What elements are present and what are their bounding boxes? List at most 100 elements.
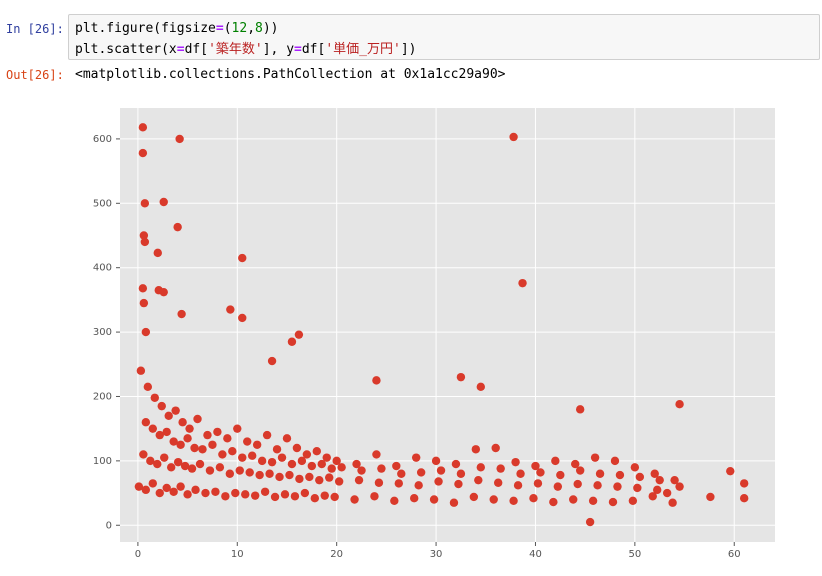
point (476, 463, 485, 472)
point (238, 453, 247, 462)
point (675, 400, 684, 409)
point (190, 443, 199, 453)
x-tick-label: 10 (231, 549, 244, 560)
code-token: '築年数' (208, 42, 263, 57)
point (556, 470, 565, 480)
point (159, 197, 168, 207)
code-cell[interactable]: plt.figure(figsize=(12,8)) plt.scatter(x… (68, 14, 820, 60)
point (267, 457, 277, 467)
point (509, 496, 518, 505)
point (471, 445, 481, 454)
point (153, 459, 162, 469)
point (648, 492, 657, 501)
point (726, 466, 735, 476)
point (160, 453, 169, 462)
point (549, 497, 558, 507)
point (285, 470, 294, 480)
point (157, 401, 166, 411)
point (171, 406, 180, 415)
point (231, 488, 240, 498)
point (243, 437, 252, 446)
point (275, 472, 284, 482)
point (590, 453, 600, 462)
y-tick-label: 400 (93, 263, 112, 274)
y-tick-label: 0 (106, 520, 112, 531)
point (411, 453, 421, 462)
point (536, 468, 545, 477)
point (454, 479, 463, 489)
code-token: )) (262, 21, 279, 36)
point (141, 418, 151, 427)
point (255, 470, 264, 480)
point (518, 278, 527, 288)
point (148, 479, 157, 488)
point (198, 445, 207, 454)
point (164, 411, 173, 420)
point (177, 309, 186, 319)
point (187, 464, 197, 473)
point (317, 459, 326, 469)
point (178, 418, 187, 427)
x-tick-label: 40 (529, 549, 542, 560)
point (456, 372, 466, 382)
code-token: 8 (255, 21, 263, 36)
point (175, 134, 184, 144)
point (431, 456, 441, 466)
output-text: <matplotlib.collections.PathCollection a… (75, 67, 506, 82)
point (141, 485, 151, 495)
point (397, 469, 406, 478)
point (223, 434, 232, 443)
point (630, 463, 640, 472)
point (166, 463, 176, 472)
point (706, 492, 715, 502)
point (585, 517, 595, 527)
point (265, 469, 274, 478)
x-tick-label: 20 (330, 549, 343, 560)
point (354, 475, 364, 485)
point (183, 490, 192, 499)
point (474, 475, 483, 485)
point (327, 464, 336, 473)
code-token: , (247, 21, 256, 36)
code-token: = (294, 42, 302, 57)
point (370, 492, 379, 501)
y-tick-label: 100 (93, 456, 112, 467)
point (235, 466, 244, 475)
y-tick-label: 200 (93, 391, 112, 402)
x-tick-label: 50 (628, 549, 641, 560)
code-line: plt.scatter(x=df['築年数'], y=df['単価_万円']) (75, 38, 416, 57)
code-token: 12 (231, 21, 248, 36)
point (436, 466, 446, 475)
code-token: '単価_万円' (325, 42, 401, 57)
point (332, 456, 341, 466)
code-token: = (176, 42, 185, 57)
point (270, 492, 280, 502)
point (434, 477, 443, 486)
point (211, 487, 220, 496)
point (575, 466, 585, 475)
point (489, 495, 498, 504)
point (138, 284, 148, 293)
point (277, 453, 287, 462)
point (414, 481, 423, 490)
point (305, 472, 314, 482)
point (322, 453, 331, 462)
point (739, 494, 749, 503)
point (416, 468, 426, 477)
code-line: plt.figure(figsize=(12,8)) (75, 21, 279, 36)
point (493, 478, 503, 487)
point (191, 485, 200, 495)
point (208, 440, 217, 449)
point (608, 497, 618, 507)
output-prompt: Out[26]: (6, 68, 64, 82)
point (513, 481, 523, 490)
point (300, 488, 310, 498)
point (250, 491, 260, 500)
point (297, 456, 307, 466)
point (588, 496, 598, 505)
point (218, 450, 227, 459)
point (241, 490, 250, 499)
point (374, 478, 384, 487)
point (193, 414, 202, 424)
